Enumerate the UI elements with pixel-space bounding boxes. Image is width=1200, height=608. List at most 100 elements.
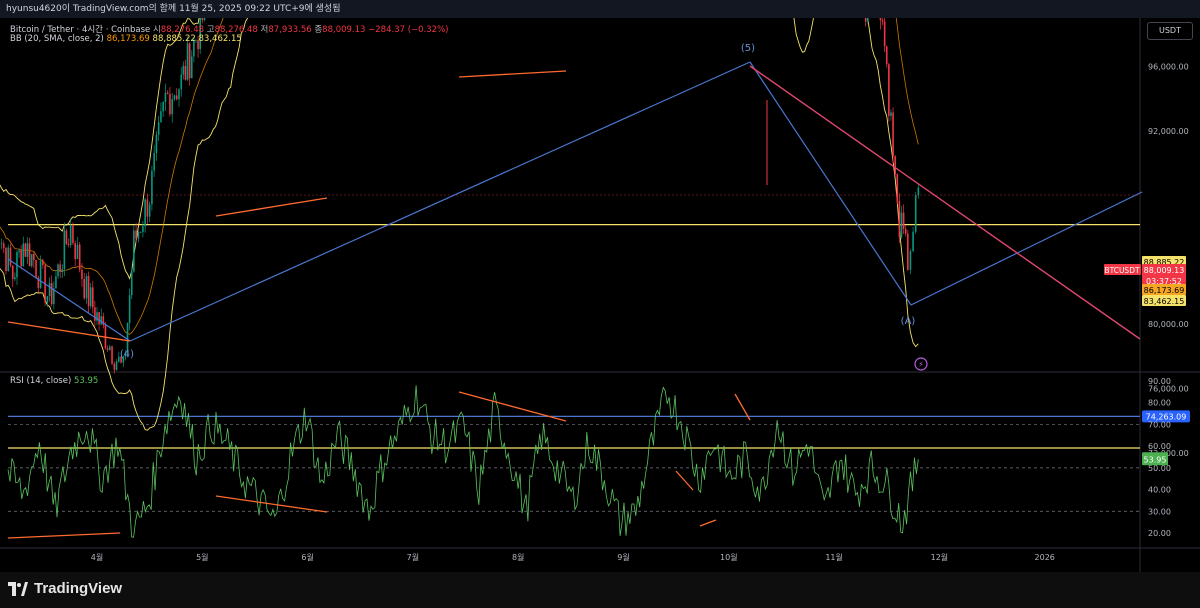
price-badge [1142,264,1186,288]
candle-body [115,361,118,370]
rsi-divergence-line [7,532,121,539]
candle-body [912,231,914,252]
price-divergence-line [215,197,328,217]
candle-body [94,307,96,321]
elliott-wave-line [129,61,751,342]
ohlc-high-label: 고 [206,25,215,35]
level-price-tag [1142,410,1190,423]
price-tick-label: 80,000.00 [1148,320,1189,329]
candle-body [35,260,37,278]
ohlc-close: 88,009.13 [322,25,366,35]
price-badge [1142,284,1186,295]
price-badge-text: 86,173.69 [1144,286,1185,295]
ohlc-open: 88,276.48 [160,25,205,35]
rsi-tick-label: 50.00 [1148,464,1171,473]
rsi-divergence-line [215,495,328,513]
candle-body [917,187,920,196]
candle-body [188,43,191,79]
candle-body [100,316,103,325]
candle-body [72,225,74,244]
candle-body [124,352,127,357]
candle-body [89,287,92,307]
rsi-line [7,385,919,538]
chart-canvas[interactable]: 128,000.00124,000.00120,000.00116,000.00… [0,18,1200,572]
bb-mid-value: 86,173.69 [106,34,150,44]
candle-body [900,212,903,238]
candle-body [111,346,113,364]
candle-body [180,74,183,90]
candle-body [2,243,5,248]
candle-body [85,276,88,299]
price-badge-text: 88,009.13 [1144,266,1185,275]
candle-body [896,174,899,201]
candle-body [81,269,83,280]
candle-body [137,232,140,239]
time-tick-label: 2026 [1035,553,1055,562]
candle-body [197,40,199,50]
candle-body [91,287,94,308]
candle-body [11,265,14,280]
tradingview-wordmark: TradingView [34,580,123,597]
time-tick-label: 11월 [825,552,843,562]
candle-body [142,226,144,232]
candle-body [135,230,137,239]
bb-basis-line [0,18,919,335]
symbol-name[interactable]: Bitcoin / Tether · 4시간 · Coinbase [10,25,151,35]
bb-legend[interactable]: BB (20, SMA, close, 2) 86,173.69 88,885.… [10,34,242,44]
candle-body [69,225,72,245]
candle-body [182,65,185,75]
candle-body [113,363,116,370]
candle-body [195,40,197,41]
candle-body [65,230,68,244]
candle-body [22,243,25,267]
resistance-trendline [749,65,1141,340]
candle-body [106,348,109,350]
ohlc-low: 87,933.56 [268,25,312,35]
candle-body [155,134,158,154]
candle-body [160,111,162,123]
price-divergence-line [458,70,567,78]
currency-button[interactable]: USDT [1147,22,1193,40]
candle-body [130,271,133,296]
candle-body [885,46,888,65]
rsi-divergence-line [699,519,717,527]
candle-body [53,288,55,305]
candle-body [881,20,884,22]
ohlc-change: −284.37 (−0.32%) [368,25,449,35]
time-tick-label: 9월 [617,552,629,562]
candle-body [46,296,49,303]
tradingview-logo[interactable]: TradingView [8,580,122,597]
projection-line [910,191,1143,306]
candle-body [169,93,171,115]
time-tick-label: 7월 [407,552,419,562]
symbol-legend: Bitcoin / Tether · 4시간 · Coinbase 시88,27… [10,23,448,35]
ohlc-close-label: 종 [314,25,323,35]
elliott-wave-line [7,258,131,342]
elliott-wave-label: (4) [120,349,134,360]
candle-body [193,40,195,57]
rsi-value: 53.95 [73,376,99,386]
rsi-legend[interactable]: RSI (14, close) 53.95 [10,376,98,386]
candle-body [78,244,81,270]
elliott-wave-label: (A) [901,316,916,327]
candle-body [33,254,35,261]
candle-body [201,18,204,21]
candle-body [888,64,890,116]
rsi-tick-label: 80.00 [1148,399,1171,408]
candle-body [24,243,27,257]
candle-body [148,204,151,217]
price-tick-label: 92,000.00 [1148,127,1189,136]
candle-body [894,156,896,175]
candle-body [28,243,31,267]
candle-body [48,283,51,297]
candle-body [166,92,169,94]
chart-frame: 128,000.00124,000.00120,000.00116,000.00… [0,18,1200,572]
elliott-wave-label: (5) [741,43,755,54]
symbol-tag [1104,264,1141,275]
lightning-glyph: ⚡ [918,360,924,369]
candle-body [14,277,16,280]
price-tick-label: 96,000.00 [1148,62,1189,71]
bb-lower-value: 83,462.15 [198,34,242,44]
rsi-tick-label: 40.00 [1148,486,1171,495]
rsi-tick-label: 70.00 [1148,420,1171,429]
